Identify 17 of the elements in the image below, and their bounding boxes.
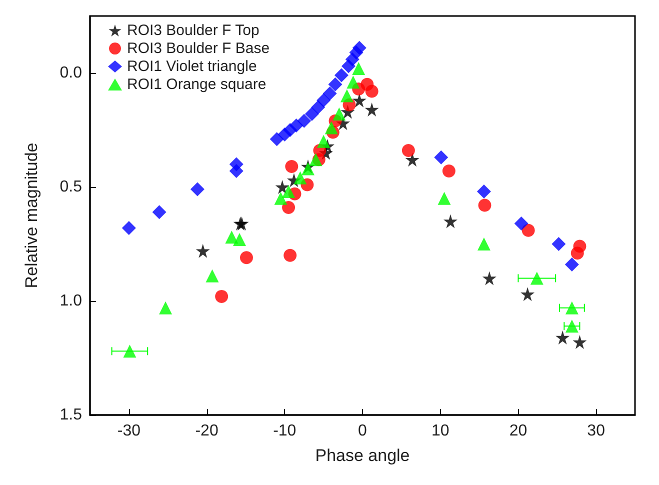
x-tick-label: -10 [273, 422, 296, 440]
y-tick-label: 1.0 [60, 292, 82, 310]
legend-label: ROI1 Orange square [127, 76, 266, 93]
legend-label: ROI3 Boulder F Top [127, 22, 260, 39]
x-tick-label: 30 [587, 422, 606, 440]
x-axis-title: Phase angle [315, 446, 410, 465]
legend-label: ROI1 Violet triangle [127, 58, 257, 75]
x-tick-label: -30 [117, 422, 141, 440]
y-axis-title: Relative magnitude [22, 142, 41, 288]
x-tick-label: 10 [431, 422, 450, 440]
y-tick-label: 1.5 [60, 406, 82, 424]
x-tick-label: 0 [358, 422, 368, 440]
y-tick-label: 0.5 [60, 178, 82, 196]
legend-label: ROI3 Boulder F Base [127, 40, 270, 57]
x-tick-label: 20 [509, 422, 528, 440]
y-tick-label: 0.0 [60, 64, 82, 82]
x-tick-label: -20 [195, 422, 218, 440]
